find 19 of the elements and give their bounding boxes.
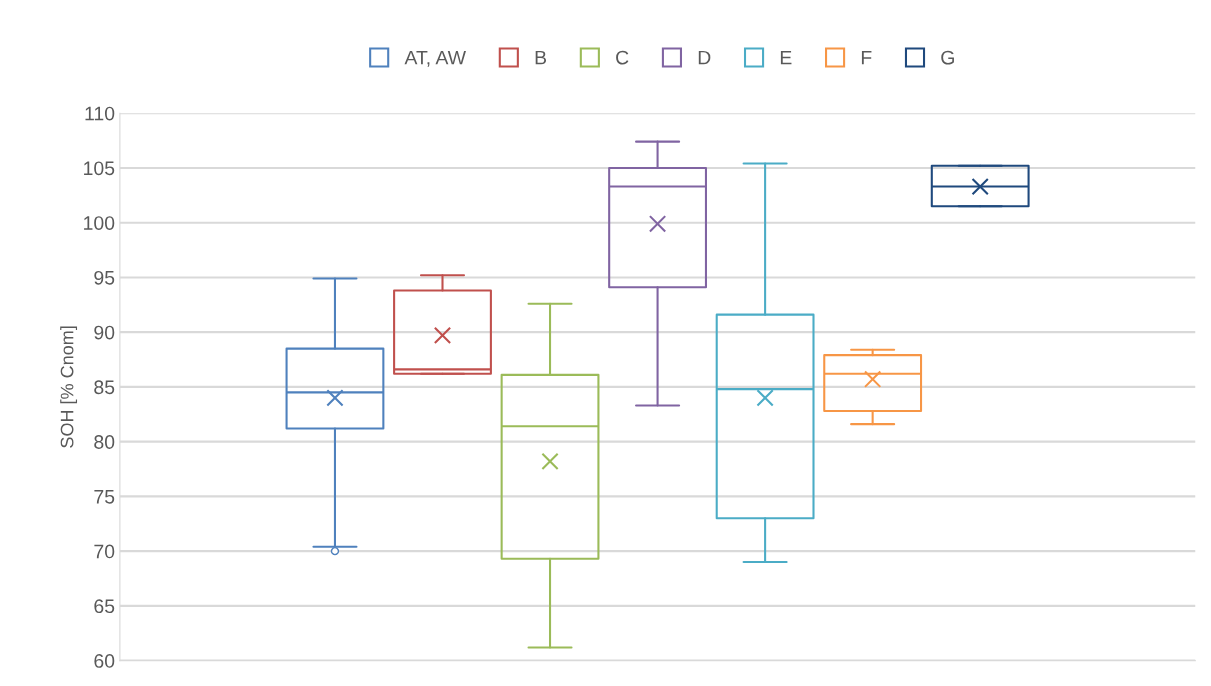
y-tick-label: 85 <box>94 380 115 395</box>
y-axis-title: SOH [% Cnom] <box>60 326 78 448</box>
legend-label: D <box>698 50 711 65</box>
y-tick-label: 65 <box>94 599 115 614</box>
y-tick-label: 90 <box>94 325 115 340</box>
y-tick-label: 110 <box>85 106 115 121</box>
y-tick-label: 70 <box>94 544 115 559</box>
legend-label: C <box>616 50 629 65</box>
y-tick-label: 75 <box>94 490 115 504</box>
y-tick-label: 60 <box>94 654 115 668</box>
legend-label: AT, AW <box>404 50 466 67</box>
y-tick-label: 95 <box>94 270 115 285</box>
legend-label: G <box>941 50 954 65</box>
y-tick-label: 100 <box>84 216 115 230</box>
legend-label: F <box>861 50 872 65</box>
y-tick-label: 80 <box>94 435 115 449</box>
legend-label: B <box>535 50 547 65</box>
legend-label: E <box>780 50 792 65</box>
y-tick-label: 105 <box>84 161 115 176</box>
